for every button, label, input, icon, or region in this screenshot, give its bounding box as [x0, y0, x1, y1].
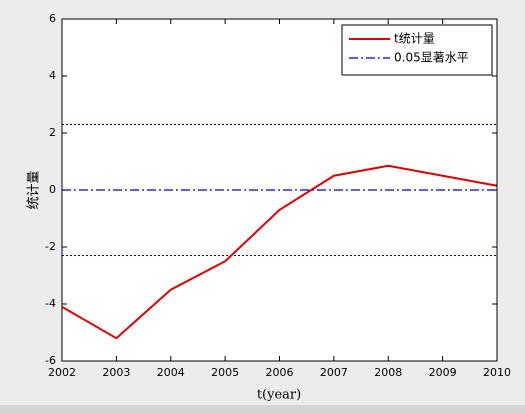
y-tick-label: 0	[49, 183, 56, 196]
x-tick-label: 2003	[102, 366, 130, 379]
x-axis-label: t(year)	[257, 388, 301, 403]
y-tick-label: -4	[45, 297, 56, 310]
x-tick-label: 2008	[374, 366, 402, 379]
x-tick-label: 2007	[320, 366, 348, 379]
x-tick-label: 2002	[48, 366, 76, 379]
y-axis-label: 统计量	[27, 170, 42, 209]
y-tick-label: 6	[49, 12, 56, 25]
y-tick-label: 4	[49, 69, 56, 82]
y-tick-label: -2	[45, 240, 56, 253]
y-tick-label: 2	[49, 126, 56, 139]
series-line	[61, 164, 498, 340]
x-tick-label: 2005	[211, 366, 239, 379]
legend-label: t统计量	[394, 32, 435, 46]
x-tick-label: 2010	[483, 366, 511, 379]
legend-label: 0.05显著水平	[394, 51, 469, 65]
axes-box	[61, 18, 498, 362]
status-strip	[0, 405, 525, 413]
x-tick-label: 2006	[266, 366, 294, 379]
y-tick-label: -6	[45, 354, 56, 367]
x-tick-label: 2004	[157, 366, 185, 379]
x-tick-label: 2009	[429, 366, 457, 379]
legend-box	[341, 24, 493, 76]
